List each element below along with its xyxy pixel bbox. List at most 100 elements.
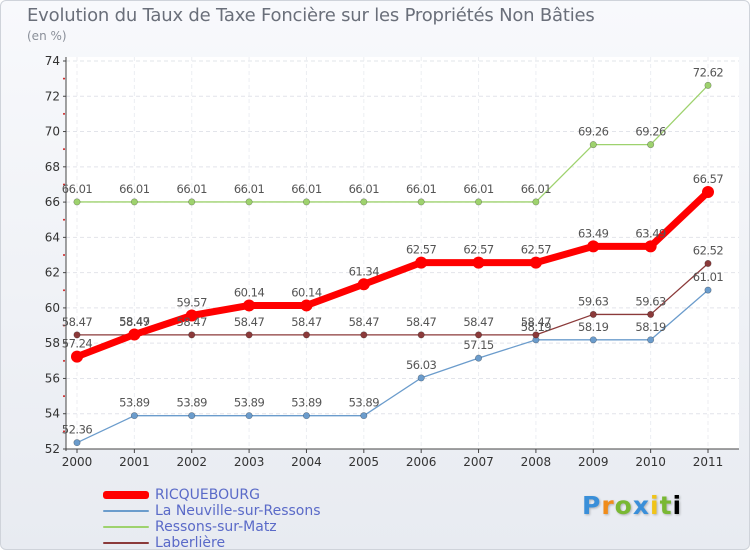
data-label-3: 58.47	[406, 315, 437, 329]
data-label-1: 58.19	[578, 320, 609, 334]
series-point-2	[302, 198, 310, 206]
legend-item: Laberlière	[103, 535, 321, 549]
data-label-3: 58.47	[291, 315, 322, 329]
y-tick-label: 64	[45, 230, 60, 244]
data-label-1: 53.89	[177, 396, 208, 410]
series-line-0	[73, 188, 712, 361]
series-point-0	[644, 240, 657, 253]
data-label-1: 53.89	[291, 396, 322, 410]
chart-title: Evolution du Taux de Taxe Foncière sur l…	[27, 5, 595, 26]
series-line-2	[76, 84, 709, 203]
legend-swatch	[103, 542, 149, 544]
x-tick-label: 2006	[406, 455, 437, 469]
logo-letter: i	[650, 491, 660, 520]
data-label-3: 58.47	[521, 315, 552, 329]
y-tick-label: 56	[45, 371, 60, 385]
series-point-0	[128, 328, 141, 341]
data-label-2: 66.01	[62, 182, 93, 196]
series-point-3	[647, 310, 655, 318]
series-point-3	[532, 331, 540, 339]
x-tick-label: 2004	[291, 455, 322, 469]
legend-label: RICQUEBOURG	[155, 487, 260, 503]
data-label-0: 63.49	[578, 226, 609, 240]
logo-letter: o	[614, 491, 633, 520]
data-label-2: 66.01	[463, 182, 494, 196]
series-point-3	[417, 331, 425, 339]
data-label-0: 62.57	[406, 243, 437, 257]
series-point-0	[71, 350, 83, 363]
data-label-0: 62.57	[521, 243, 552, 257]
series-point-2	[245, 198, 253, 206]
x-tick-label: 2002	[176, 455, 207, 469]
data-label-1: 56.03	[406, 358, 437, 372]
series-point-0	[529, 256, 542, 269]
logo-letter: r	[601, 491, 615, 520]
logo-letter: P	[582, 491, 602, 520]
y-tick-label: 58	[45, 336, 60, 350]
y-minor-tick	[63, 254, 65, 256]
y-minor-tick	[63, 430, 65, 433]
series-point-2	[647, 141, 655, 149]
series-point-0	[472, 256, 485, 269]
y-minor-tick	[63, 324, 65, 327]
plot-area	[66, 57, 739, 449]
data-label-2: 69.26	[578, 125, 609, 139]
data-label-0: 58.49	[119, 315, 150, 329]
legend-swatch	[103, 491, 149, 499]
x-tick-label: 2003	[234, 455, 265, 469]
x-tick-label: 2009	[578, 455, 609, 469]
data-label-1: 57.15	[463, 338, 494, 352]
series-point-2	[589, 141, 597, 149]
series-point-0	[702, 186, 714, 199]
y-minor-tick	[63, 395, 65, 398]
data-label-1: 53.89	[349, 396, 380, 410]
series-point-3	[360, 331, 368, 339]
y-minor-tick	[63, 289, 65, 292]
series-point-3	[188, 331, 196, 339]
series-point-2	[475, 198, 483, 206]
proxiti-logo: Proxiti	[582, 491, 682, 520]
series-point-2	[73, 198, 81, 206]
series-point-3	[73, 331, 81, 339]
data-label-2: 66.01	[234, 182, 265, 196]
series-point-3	[245, 331, 253, 339]
x-tick-label: 2001	[119, 455, 150, 469]
data-label-0: 60.14	[234, 285, 265, 299]
y-tick-label: 62	[45, 266, 60, 280]
series-point-2	[704, 81, 712, 89]
legend-swatch	[103, 526, 149, 528]
legend-item: Ressons-sur-Matz	[103, 519, 321, 535]
legend-item: RICQUEBOURG	[103, 487, 321, 503]
series-point-0	[300, 299, 313, 312]
y-tick-label: 52	[45, 442, 60, 456]
data-label-3: 58.47	[349, 315, 380, 329]
data-label-2: 72.62	[693, 65, 724, 79]
series-point-1	[589, 336, 597, 344]
data-label-3: 59.63	[635, 294, 666, 308]
data-label-3: 58.47	[119, 315, 150, 329]
x-tick-label: 2010	[635, 455, 666, 469]
chart-subtitle: (en %)	[27, 29, 67, 43]
data-label-0: 62.57	[463, 243, 494, 257]
series-line-3	[76, 262, 709, 336]
chart-legend: RICQUEBOURG La Neuville-sur-Ressons Resson…	[103, 487, 321, 549]
y-minor-tick	[63, 112, 65, 115]
series-point-3	[302, 331, 310, 339]
data-label-0: 61.34	[349, 264, 380, 278]
data-label-1: 58.19	[521, 320, 552, 334]
series-point-3	[475, 331, 483, 339]
data-label-1: 61.01	[693, 270, 724, 284]
series-point-1	[302, 412, 310, 420]
data-label-3: 58.47	[177, 315, 208, 329]
series-point-2	[130, 198, 138, 206]
y-minor-tick	[63, 183, 65, 186]
data-label-0: 66.57	[693, 172, 724, 186]
series-point-0	[185, 309, 198, 322]
series-point-1	[245, 412, 253, 420]
data-label-2: 66.01	[291, 182, 322, 196]
series-point-3	[704, 259, 712, 267]
y-minor-tick	[63, 148, 65, 151]
data-label-3: 62.52	[693, 243, 724, 257]
